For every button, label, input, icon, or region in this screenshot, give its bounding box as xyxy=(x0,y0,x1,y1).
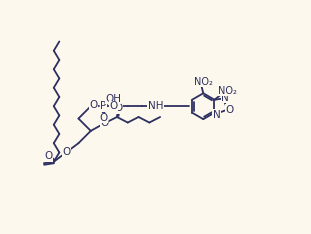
Text: OH: OH xyxy=(105,94,121,103)
Text: N: N xyxy=(213,110,220,120)
Text: N: N xyxy=(221,93,229,102)
Text: P: P xyxy=(100,101,106,111)
Text: O: O xyxy=(225,105,233,115)
Text: O: O xyxy=(44,151,52,161)
Text: O: O xyxy=(114,103,123,113)
Text: NO₂: NO₂ xyxy=(194,77,213,87)
Text: NH: NH xyxy=(148,101,163,111)
Text: O: O xyxy=(99,113,107,123)
Text: NO₂: NO₂ xyxy=(218,86,237,96)
Text: O: O xyxy=(100,118,109,128)
Text: O: O xyxy=(89,100,97,110)
Text: O: O xyxy=(62,147,70,157)
Text: O: O xyxy=(110,101,118,111)
